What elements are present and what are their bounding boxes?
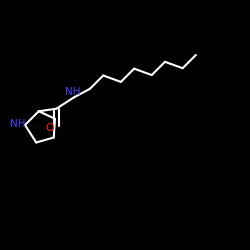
Text: O: O: [46, 123, 54, 133]
Text: NH: NH: [10, 119, 25, 129]
Text: NH: NH: [65, 87, 80, 97]
